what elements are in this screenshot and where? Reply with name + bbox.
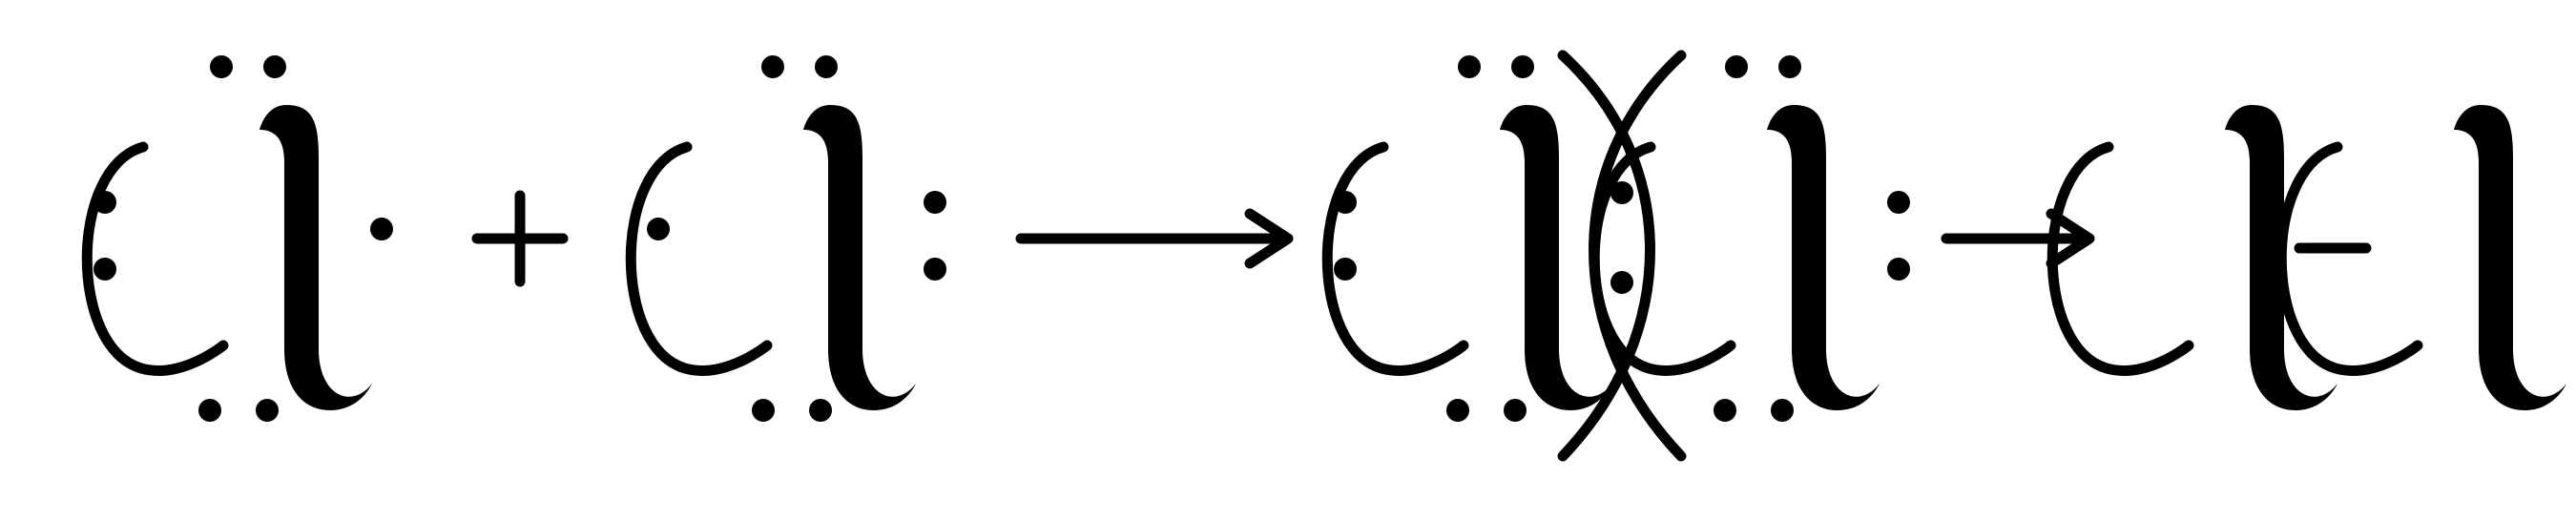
bonding-pair-dot — [1610, 271, 1633, 294]
lone-pair-dot — [1778, 55, 1801, 78]
lone-pair-dot — [93, 258, 116, 281]
radical-dot — [647, 218, 670, 240]
radical-dot — [370, 218, 393, 240]
lone-pair-dot — [93, 191, 116, 214]
lone-pair-dot — [1458, 55, 1481, 78]
lone-pair-dot — [752, 399, 775, 422]
lone-pair-dot — [924, 258, 946, 281]
lone-pair-dot — [1771, 399, 1794, 422]
lone-pair-dot — [1887, 258, 1910, 281]
atom-cl4 — [1594, 55, 1910, 422]
bonding-pair-dot — [1610, 181, 1633, 204]
atom-cl6 — [2281, 105, 2566, 410]
atom-cl3 — [1327, 55, 1612, 422]
lone-pair-dot — [809, 399, 832, 422]
lone-pair-dot — [198, 399, 221, 422]
lone-pair-dot — [761, 55, 784, 78]
lone-pair-dot — [1511, 55, 1534, 78]
lone-pair-dot — [256, 399, 279, 422]
lone-pair-dot — [1334, 191, 1357, 214]
atom-cl5 — [2052, 105, 2337, 410]
reaction-arrow — [1946, 214, 2089, 263]
lone-pair-dot — [924, 191, 946, 214]
atom-cl2 — [631, 55, 946, 422]
reaction-arrow — [1021, 214, 1288, 263]
atom-cl1 — [87, 55, 393, 422]
lone-pair-dot — [263, 55, 286, 78]
lone-pair-dot — [1504, 399, 1527, 422]
lone-pair-dot — [210, 55, 233, 78]
lone-pair-dot — [1446, 399, 1469, 422]
lewis-reaction-diagram — [0, 0, 2576, 521]
lone-pair-dot — [1334, 258, 1357, 281]
lone-pair-dot — [1887, 191, 1910, 214]
plus-sign — [477, 196, 563, 281]
lone-pair-dot — [1714, 399, 1736, 422]
lone-pair-dot — [1725, 55, 1748, 78]
lone-pair-dot — [815, 55, 838, 78]
